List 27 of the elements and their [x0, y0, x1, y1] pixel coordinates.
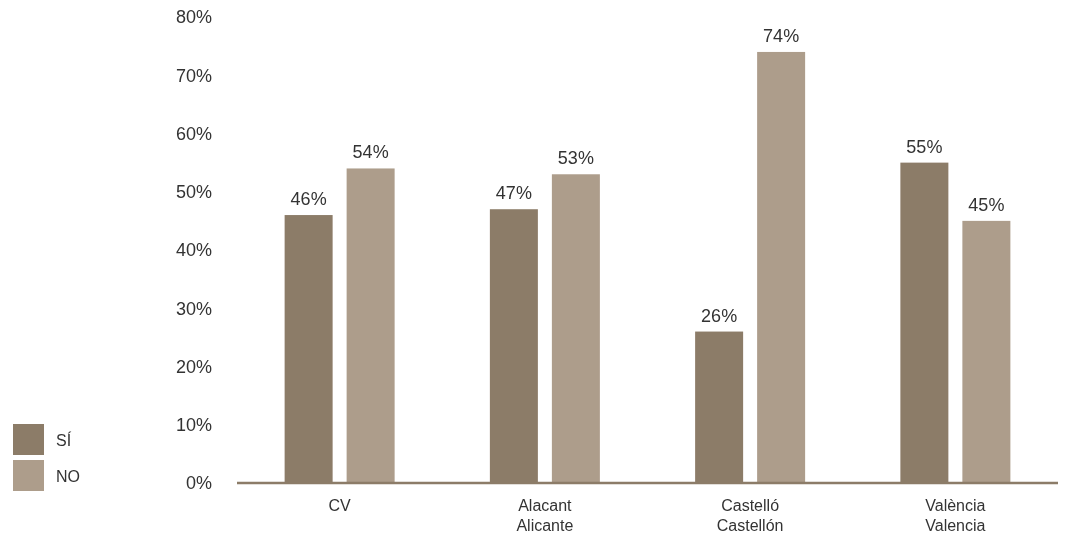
y-tick-label: 10% [175, 415, 212, 436]
data-label: 47% [495, 183, 532, 204]
x-tick-label: Alacant Alicante [516, 497, 574, 534]
legend-label: SÍ [56, 430, 72, 449]
data-label: 45% [968, 194, 1005, 215]
data-label: 53% [557, 148, 594, 169]
data-label: 54% [352, 142, 389, 163]
bar [757, 51, 806, 483]
y-tick-label: 70% [175, 65, 212, 86]
x-tick-label: Castelló Castellón [716, 497, 784, 534]
data-label: 46% [290, 189, 327, 210]
x-tick-label: CV [328, 497, 352, 514]
data-label: 74% [763, 25, 800, 46]
bar [346, 168, 395, 483]
y-tick-label: 20% [175, 356, 212, 377]
bar [551, 174, 600, 483]
y-tick-label: 30% [175, 298, 212, 319]
bar [962, 220, 1011, 483]
y-tick-label: 50% [175, 182, 212, 203]
x-tick-label: València Valencia [925, 497, 986, 534]
y-tick-label: 60% [175, 123, 212, 144]
y-tick-label: 0% [185, 473, 212, 494]
legend-label: NO [56, 467, 80, 485]
y-tick-label: 80% [175, 7, 212, 28]
y-tick-label: 40% [175, 240, 212, 261]
data-label: 55% [906, 136, 943, 157]
data-label: 26% [701, 305, 738, 326]
